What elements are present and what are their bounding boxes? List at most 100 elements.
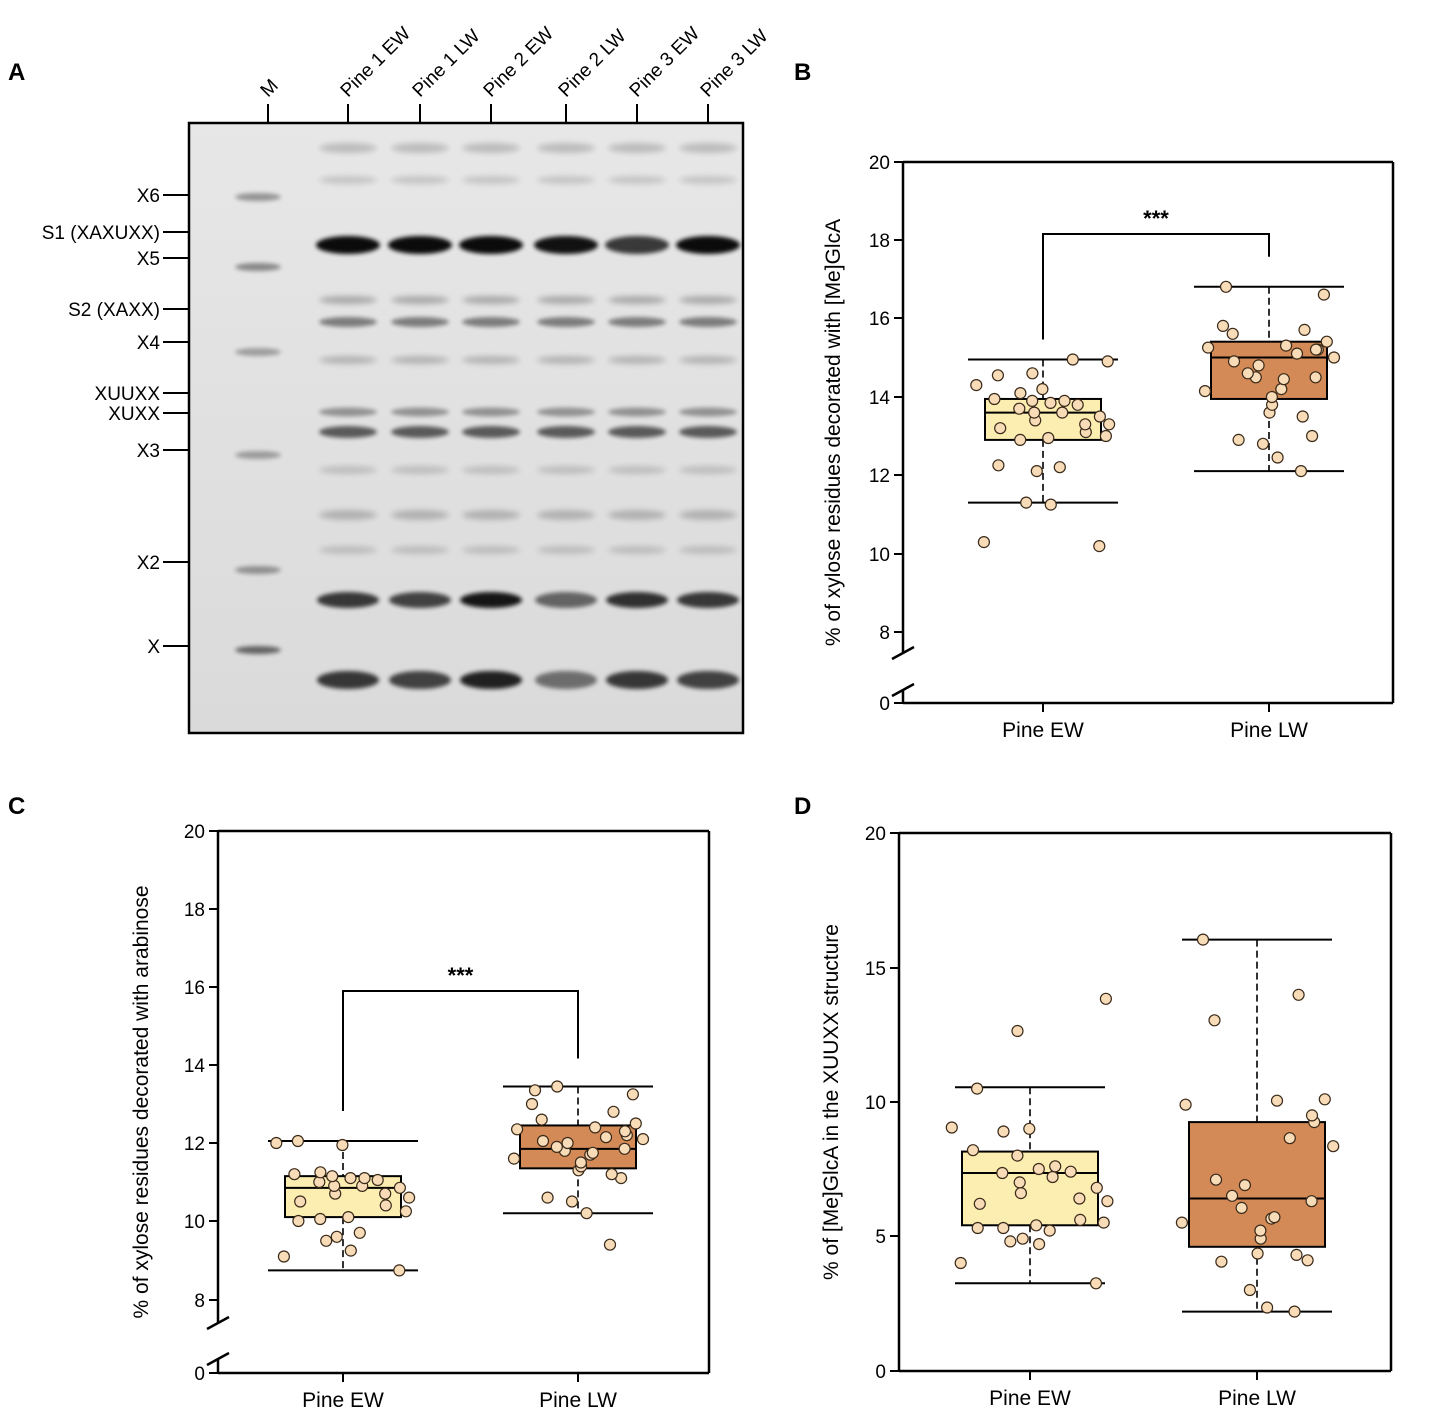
data-point [605, 1168, 618, 1181]
sample-band [391, 356, 449, 364]
box-pine-ew [945, 992, 1114, 1290]
data-point [996, 1166, 1009, 1180]
data-point [599, 1131, 613, 1144]
sample-band [462, 143, 520, 153]
x-tick-label-pine-ew: Pine EW [1002, 719, 1084, 742]
data-point [1219, 280, 1233, 293]
y-tick-label: 0 [194, 1364, 205, 1385]
sample-band [608, 546, 666, 554]
lane-label-pine-1-ew: Pine 1 EW [337, 23, 415, 101]
data-point [1032, 1162, 1045, 1176]
y-tick-label: 16 [869, 309, 890, 330]
data-point [1256, 437, 1270, 450]
data-point [565, 1195, 579, 1208]
data-point [541, 1191, 554, 1204]
gel-image [187, 121, 745, 735]
marker-band [235, 348, 281, 356]
sample-band [608, 466, 666, 474]
sample-band-x2 [317, 592, 379, 608]
sample-band [679, 176, 737, 184]
sample-band-s2 [679, 317, 737, 327]
data-point [1004, 1235, 1017, 1248]
significance-bracket [342, 990, 579, 1112]
data-point [607, 1105, 620, 1118]
marker-label-x3: X3 [137, 441, 160, 462]
chart-panel-b: 0 8 10 12 14 16 18 20 % of xylose residues decor… [822, 153, 1395, 742]
marker-band [235, 263, 281, 271]
sample-band [462, 296, 520, 304]
data-point [292, 1214, 305, 1228]
data-point [314, 1212, 327, 1226]
data-point [1099, 429, 1113, 443]
x-tick-label-pine-lw: Pine LW [539, 1389, 617, 1412]
data-point [1309, 343, 1323, 356]
y-axis-label: % of xylose residues decorated with arab… [130, 885, 153, 1318]
sample-band [679, 510, 737, 520]
sample-band [537, 176, 595, 184]
lane-label-pine-3-lw: Pine 3 LW [697, 26, 773, 102]
sample-band [679, 466, 737, 474]
data-point [1305, 1109, 1319, 1122]
data-point [328, 1179, 341, 1193]
data-point [1102, 418, 1116, 431]
y-tick-label: 16 [184, 978, 205, 999]
sample-band [679, 143, 737, 153]
y-axis-label: % of [Me]GlcA in the XUUXX structure [820, 924, 843, 1280]
chart-panel-d: 0 5 10 15 20 % of [Me]GlcA in the XUUXX struc… [820, 824, 1393, 1410]
data-point [1251, 1247, 1264, 1260]
sample-band-xuxx [319, 426, 377, 438]
data-point [1071, 398, 1084, 411]
y-tick-label: 10 [184, 1212, 205, 1233]
data-point [618, 1142, 631, 1155]
sample-band-x [460, 671, 522, 689]
marker-label-x4: X4 [137, 333, 161, 354]
lane-label-pine-2-ew: Pine 2 EW [480, 23, 558, 101]
sample-band [608, 510, 666, 520]
data-point [1265, 390, 1279, 404]
sample-band [608, 296, 666, 304]
y-tick-label: 8 [194, 1291, 205, 1312]
panel-letter-b: B [794, 59, 811, 86]
data-point [1026, 394, 1039, 407]
data-point [1298, 323, 1311, 336]
data-point [294, 1195, 307, 1208]
data-point [1028, 406, 1041, 419]
data-point [1016, 1232, 1029, 1245]
data-point [535, 1113, 548, 1126]
data-point [973, 1197, 986, 1210]
sample-band [319, 546, 377, 554]
data-point [1209, 1173, 1223, 1186]
box-pine-lw [503, 1080, 653, 1251]
data-point [1268, 1211, 1281, 1224]
data-point [1043, 1224, 1056, 1237]
data-point [1093, 410, 1107, 423]
sample-band-s1 [459, 236, 523, 254]
data-point [510, 1123, 524, 1136]
sample-band-s2 [319, 317, 377, 327]
data-point [393, 1181, 406, 1194]
data-point [636, 1132, 650, 1146]
sample-band [391, 510, 449, 520]
panel-letter-d: D [794, 793, 811, 820]
data-point [371, 1173, 384, 1187]
data-point [288, 1168, 301, 1181]
box-pine-ew [968, 353, 1118, 553]
sample-band [537, 466, 595, 474]
data-point [618, 1125, 632, 1138]
sample-band [608, 356, 666, 364]
data-point [1252, 359, 1265, 372]
data-point [1014, 387, 1027, 400]
sample-band [462, 466, 520, 474]
box-pine-lw [1194, 280, 1344, 478]
data-point [1026, 367, 1039, 380]
sample-band-s1 [676, 236, 740, 254]
box-iqr [1210, 340, 1328, 400]
data-point [1049, 1160, 1062, 1173]
data-point [1175, 1216, 1189, 1229]
marker-label-xuxx: XUXX [108, 404, 160, 425]
sample-band [537, 296, 595, 304]
data-point [970, 379, 983, 392]
data-point [1254, 1224, 1267, 1237]
data-point [1053, 461, 1066, 474]
